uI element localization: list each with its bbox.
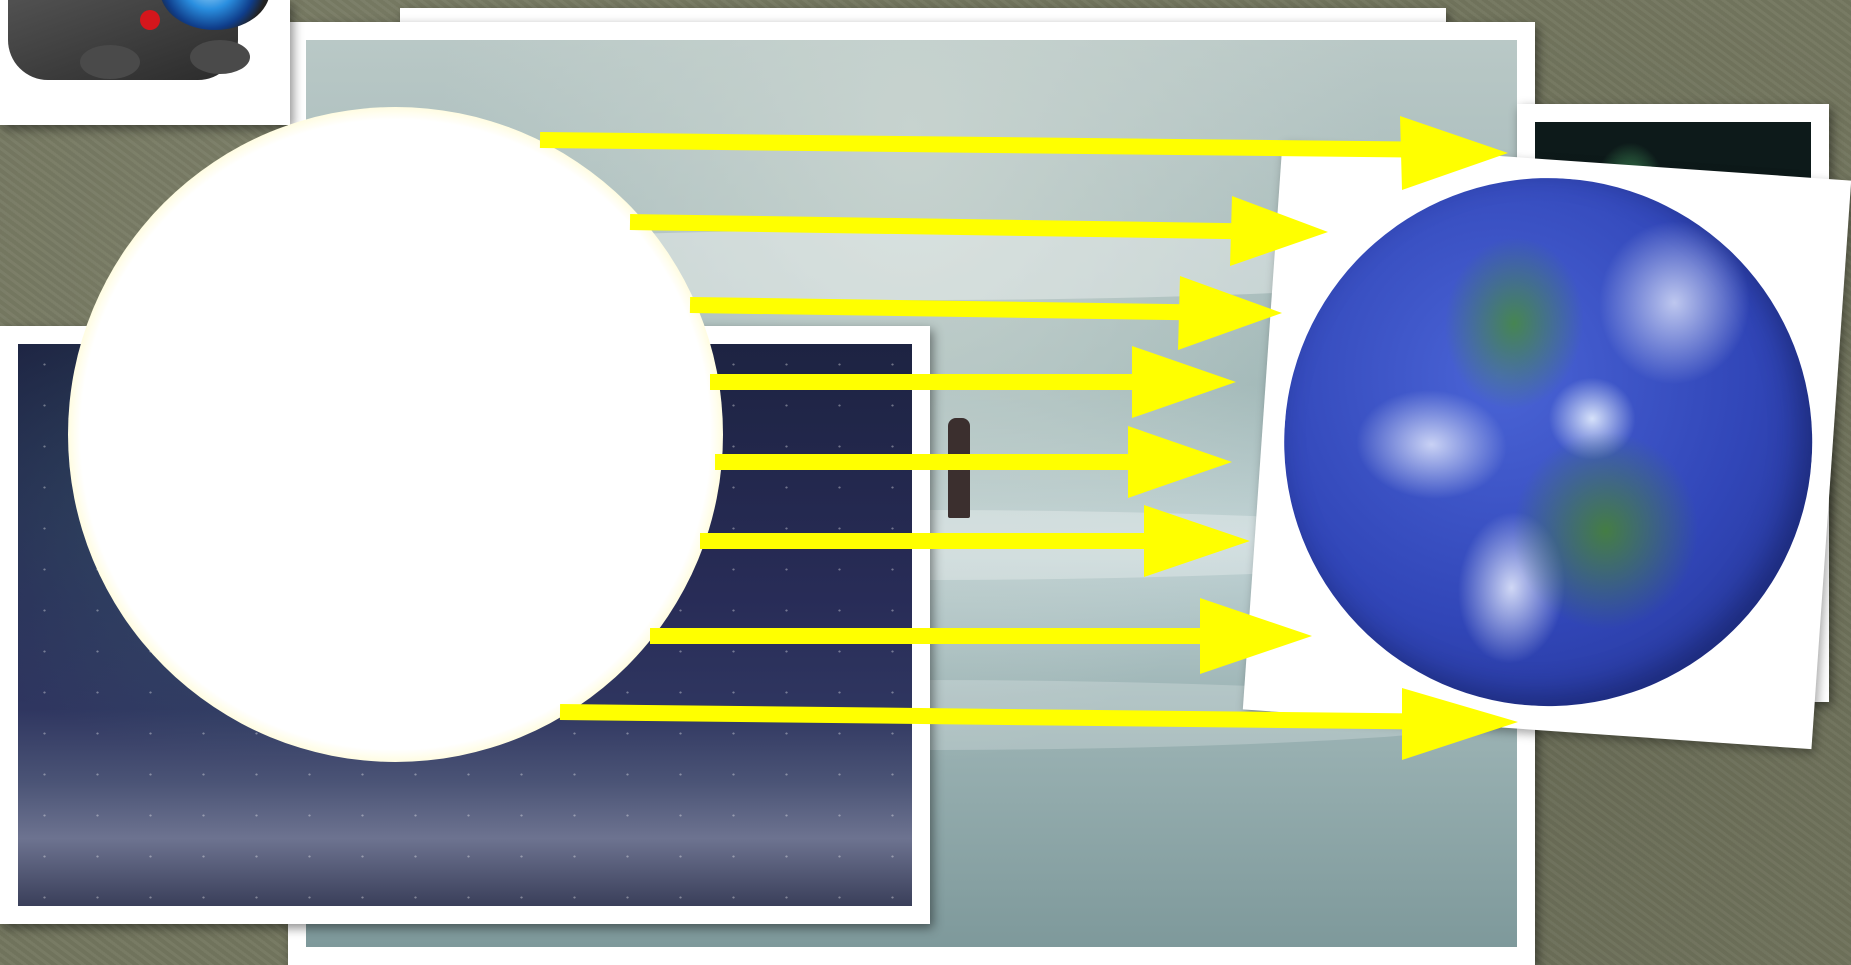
camera-cartoon-card: [0, 0, 290, 125]
camera-tongue: [140, 10, 160, 30]
camera-foot: [190, 40, 250, 74]
earth-card: [1242, 140, 1851, 750]
sun-icon: [68, 107, 723, 762]
earth-icon: [1266, 160, 1830, 724]
camera-foot: [80, 45, 140, 79]
hiker-figure: [948, 418, 970, 518]
camera-cartoon: [0, 0, 278, 111]
